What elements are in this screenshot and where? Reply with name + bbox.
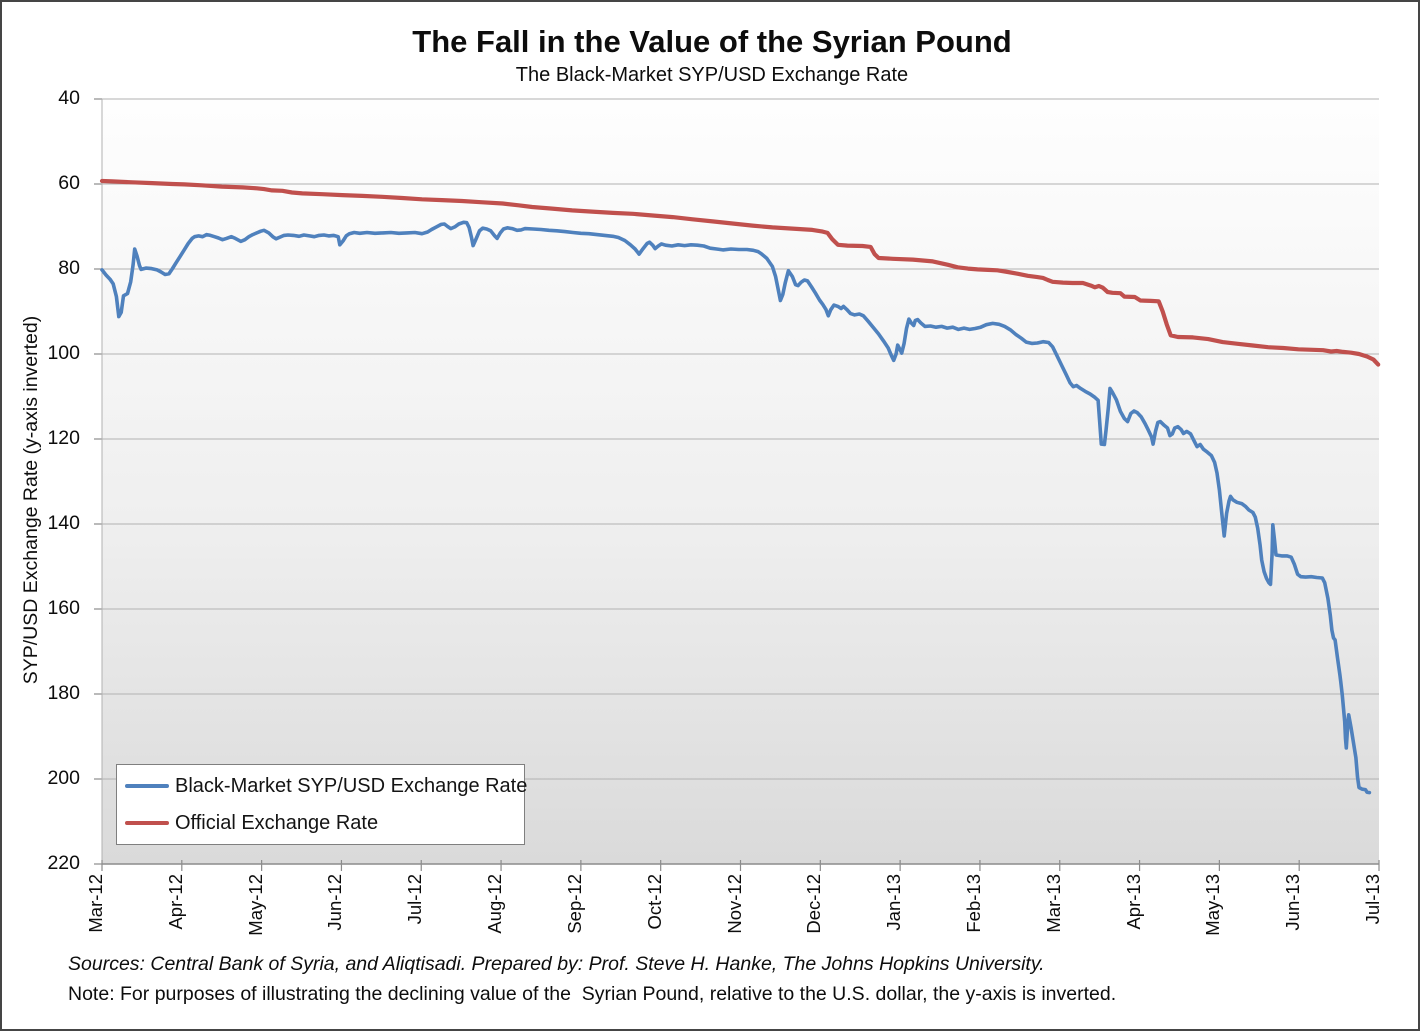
black-market-line-swatch [125,784,169,788]
footer-note-line: Note: For purposes of illustrating the d… [68,983,1117,1005]
x-tick-label: Mar-12 [85,874,106,933]
y-tick-label: 80 [58,257,80,279]
x-tick-label: Jun-12 [324,874,346,931]
x-tick-label: Jan-13 [883,874,905,931]
y-tick-label: 100 [47,342,80,364]
footer-sources-line: Sources: Central Bank of Syria, and Aliq… [68,953,1045,975]
chart-subtitle: The Black-Market SYP/USD Exchange Rate [515,64,909,86]
y-tick-label: 60 [58,172,80,194]
x-tick-label: Aug-12 [484,874,506,934]
legend-item-official: Official Exchange Rate [125,812,514,835]
y-tick-label: 120 [47,427,80,449]
footer: Sources: Central Bank of Syria, and Aliq… [68,953,1398,1006]
y-tick-label: 160 [47,597,80,619]
legend-item-black-market: Black-Market SYP/USD Exchange Rate [125,775,527,798]
x-tick-label: Jun-13 [1282,874,1304,931]
legend-label-black-market: Black-Market SYP/USD Exchange Rate [175,774,528,797]
x-tick-label: May-12 [244,874,266,936]
x-tick-label: Dec-12 [803,874,825,934]
x-tick-label: Apr-12 [164,874,186,930]
x-tick-label: Oct-12 [643,874,665,930]
official-line-swatch [125,821,169,825]
legend: Black-Market SYP/USD Exchange Rate Offic… [116,764,527,845]
x-tick-label: Jul-13 [1362,874,1383,925]
x-tick-label: Nov-12 [723,874,745,934]
x-tick-label: May-13 [1202,874,1224,936]
y-tick-label: 140 [47,512,80,534]
x-tick-label: Sep-12 [563,874,585,934]
x-tick-label: Jul-12 [404,874,426,925]
y-tick-label: 40 [58,87,80,109]
x-tick-label: Feb-13 [962,874,984,933]
y-tick-label: 220 [47,852,80,874]
chart-title: The Fall in the Value of the Syrian Poun… [412,24,1012,59]
y-tick-label: 200 [47,767,80,789]
legend-label-official: Official Exchange Rate [175,811,379,834]
y-tick-label: 180 [47,682,80,704]
x-tick-label: Apr-13 [1122,874,1144,930]
x-tick-label: Mar-13 [1042,874,1064,933]
